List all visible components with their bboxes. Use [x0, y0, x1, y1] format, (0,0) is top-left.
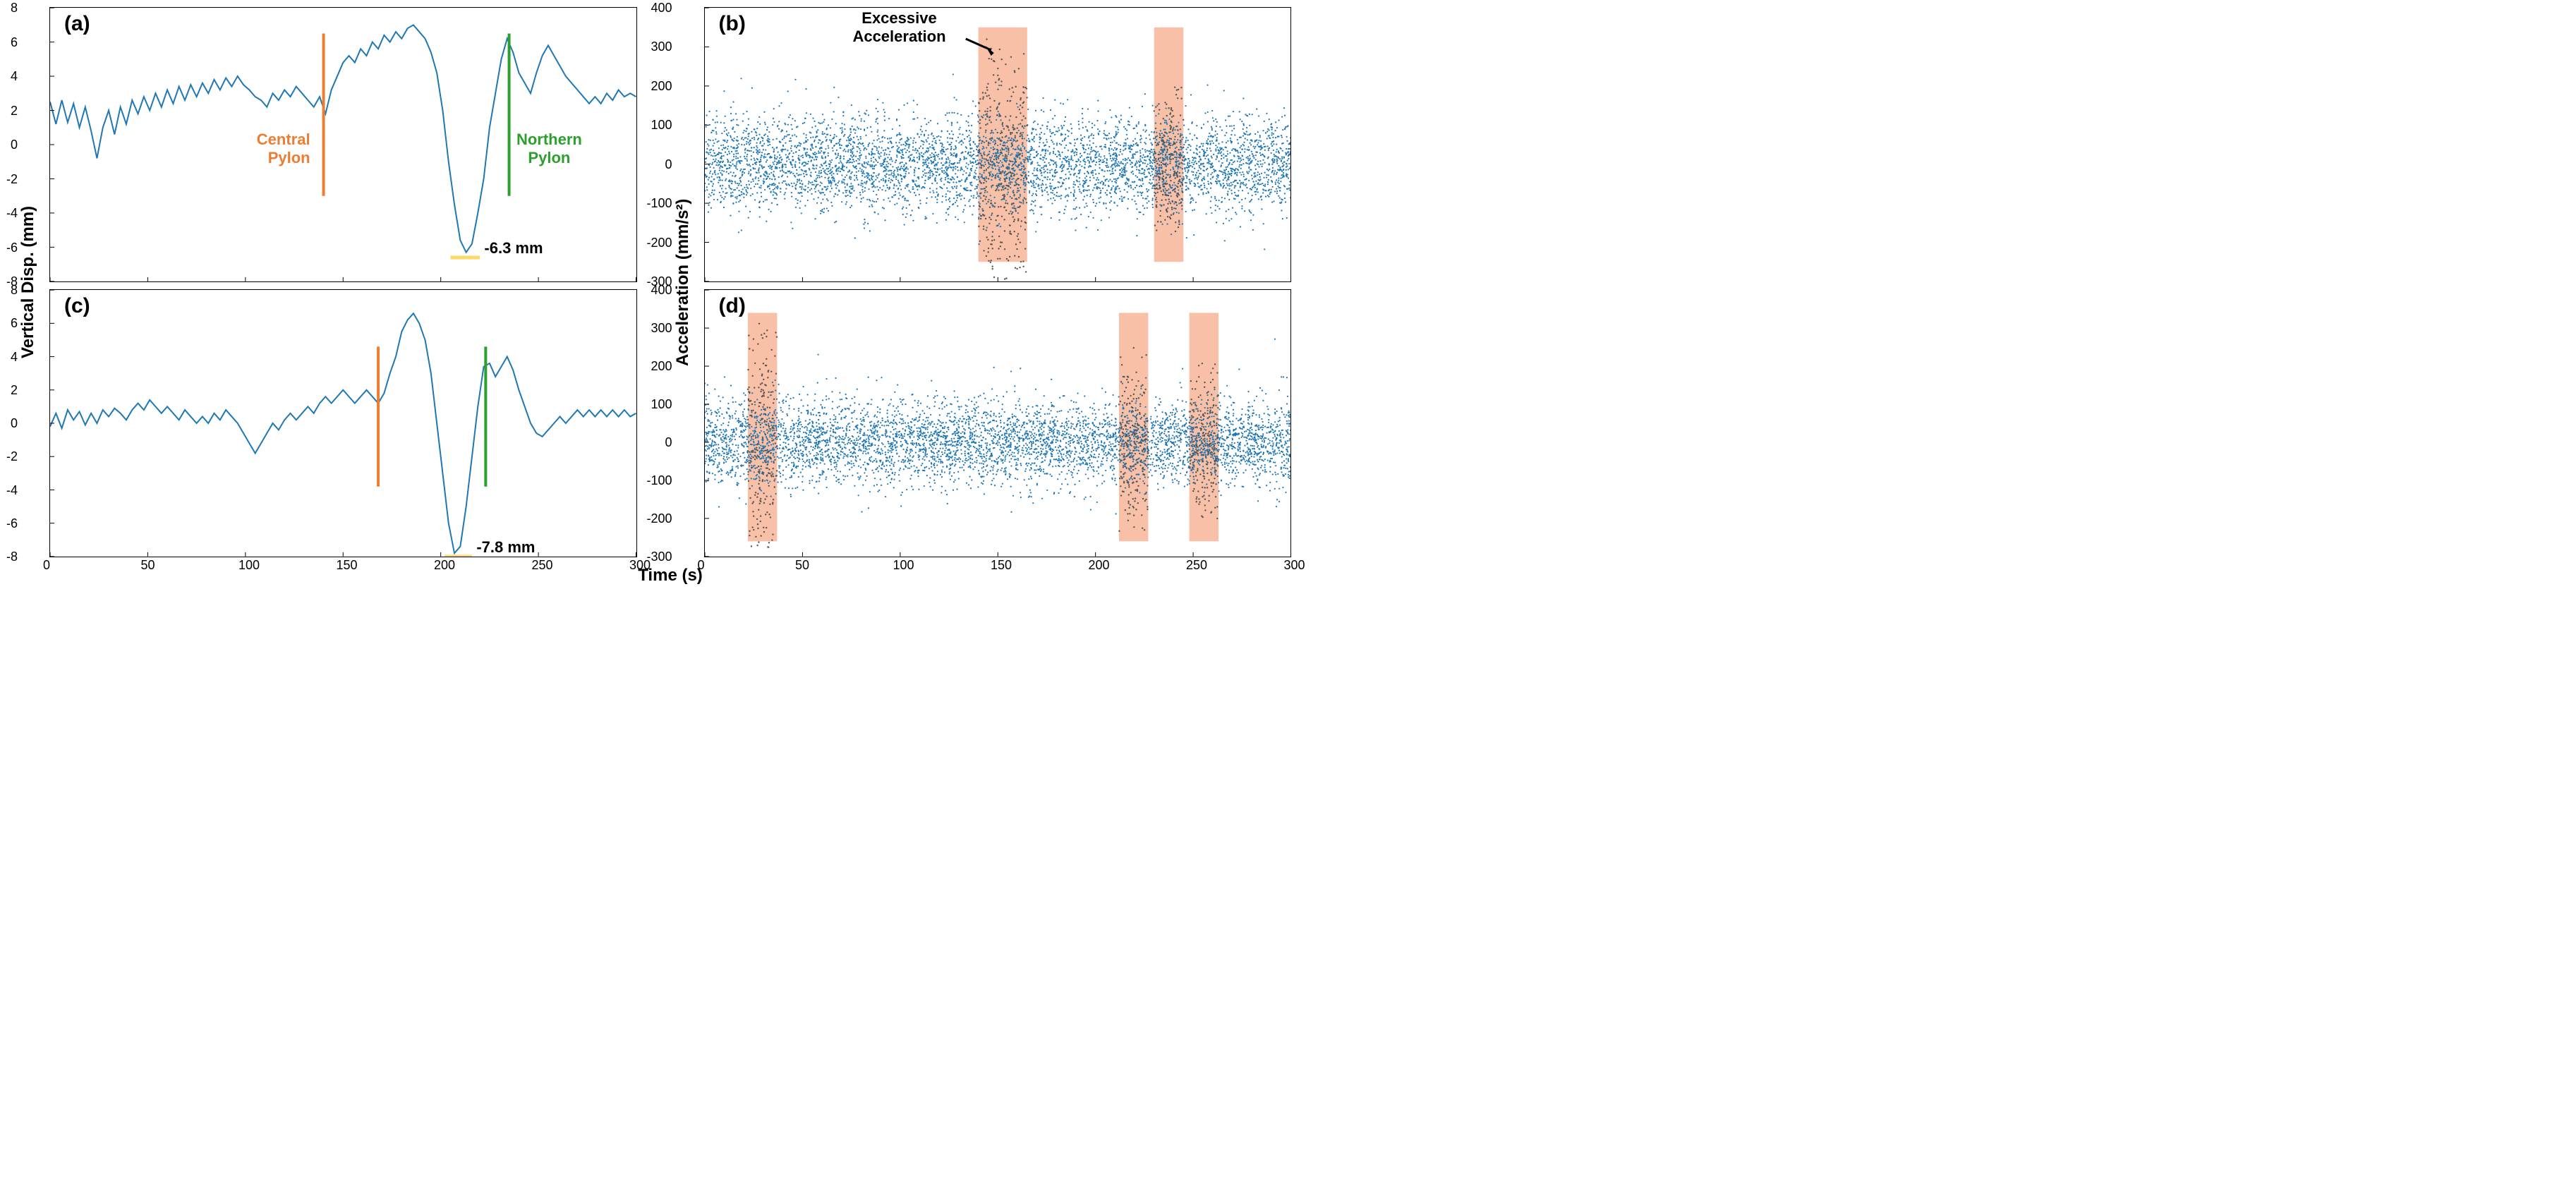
- panel-b-label: (b): [719, 12, 746, 36]
- ytick-label: 0: [644, 157, 672, 172]
- panel-d-svg: [705, 290, 1291, 557]
- ytick-label: 0: [0, 138, 18, 152]
- ytick-label: 6: [0, 35, 18, 50]
- xtick-label: 150: [337, 558, 358, 573]
- panel-c-svg: [50, 290, 636, 557]
- ytick-label: -4: [0, 483, 18, 498]
- ytick-label: 100: [644, 118, 672, 133]
- xtick-label: 100: [893, 558, 914, 573]
- ytick-label: -2: [0, 172, 18, 187]
- central_pylon-label: Central Pylon: [257, 131, 310, 167]
- ytick-label: -4: [0, 206, 18, 221]
- panel-c: (c) -7.8 mm050100150200250300-8-6-4-2024…: [49, 289, 637, 557]
- panel-a: (a) Central PylonNorthern Pylon-6.3 mm-8…: [49, 7, 637, 282]
- xtick-label: 200: [434, 558, 455, 573]
- displacement-line: [50, 313, 636, 553]
- xtick-label: 150: [991, 558, 1012, 573]
- northern_pylon-label: Northern Pylon: [516, 131, 582, 167]
- panel-a-label: (a): [64, 12, 90, 36]
- ytick-label: -300: [644, 550, 672, 564]
- panel-d-label: (d): [719, 294, 746, 318]
- ytick-label: -6: [0, 241, 18, 255]
- ytick-label: -8: [0, 550, 18, 564]
- panel-c-label: (c): [64, 294, 90, 318]
- ytick-label: 0: [0, 416, 18, 431]
- ytick-label: 200: [644, 359, 672, 374]
- ytick-label: 400: [644, 1, 672, 16]
- xtick-label: 100: [238, 558, 260, 573]
- xtick-label: 250: [532, 558, 553, 573]
- ytick-label: 2: [0, 383, 18, 398]
- ytick-label: 6: [0, 316, 18, 331]
- ytick-label: 4: [0, 350, 18, 365]
- ytick-label: 100: [644, 397, 672, 412]
- ytick-label: -2: [0, 449, 18, 464]
- ytick-label: -100: [644, 473, 672, 488]
- ytick-label: -200: [644, 236, 672, 250]
- ytick-label: 2: [0, 104, 18, 119]
- ytick-label: 300: [644, 321, 672, 336]
- ytick-label: 400: [644, 283, 672, 298]
- ytick-label: 200: [644, 79, 672, 94]
- xtick-label: 50: [795, 558, 809, 573]
- excessive-accel-label: Excessive Acceleration: [852, 9, 945, 46]
- ytick-label: -6: [0, 516, 18, 531]
- ytick-label: -200: [644, 511, 672, 526]
- panel-b-svg: [705, 8, 1291, 281]
- min-marker-label: -7.8 mm: [476, 538, 535, 557]
- xtick-label: 200: [1089, 558, 1110, 573]
- ytick-label: 0: [644, 435, 672, 450]
- xtick-label: 50: [141, 558, 155, 573]
- ytick-label: -100: [644, 196, 672, 211]
- min-marker-label: -6.3 mm: [484, 239, 543, 257]
- excess-scatter-points: [746, 323, 1219, 548]
- xtick-label: 0: [43, 558, 50, 573]
- ytick-label: 4: [0, 69, 18, 84]
- xtick-label: 0: [698, 558, 705, 573]
- xtick-label: 300: [1284, 558, 1305, 573]
- ytick-label: 300: [644, 40, 672, 54]
- panel-b: (b) Excessive Acceleration-300-200-10001…: [704, 7, 1292, 282]
- ytick-label: 8: [0, 1, 18, 16]
- ytick-label: 8: [0, 283, 18, 298]
- panel-d: (d) 050100150200250300-300-200-100010020…: [704, 289, 1292, 557]
- xtick-label: 250: [1186, 558, 1207, 573]
- figure-grid: Vertical Disp. (mm) (a) Central PylonNor…: [7, 7, 1291, 586]
